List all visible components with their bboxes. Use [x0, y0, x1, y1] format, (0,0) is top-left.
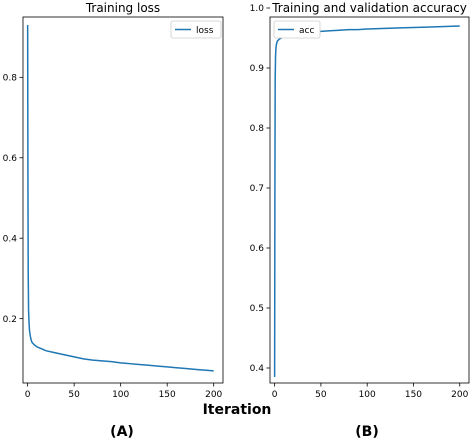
acc-chart-title: Training and validation accuracy [271, 1, 467, 15]
shared-x-axis-label: Iteration [202, 402, 272, 418]
acc-x-tick-label: 50 [315, 390, 327, 400]
loss-legend-box [170, 20, 222, 39]
panel-label-b: (B) [355, 424, 379, 440]
loss-x-tick-label: 200 [205, 390, 222, 400]
acc-y-tick-label: 1.0 [250, 4, 265, 14]
acc-x-tick-label: 200 [451, 390, 468, 400]
acc-y-tick-label: 0.6 [250, 244, 265, 254]
acc-x-tick-label: 100 [359, 390, 376, 400]
loss-series-line [26, 25, 214, 372]
acc-legend-label: acc [299, 26, 314, 36]
loss-plot-frame [22, 16, 224, 384]
loss-y-tick-label: 0.8 [3, 74, 18, 84]
acc-legend: acc [273, 20, 321, 39]
loss-y-tick-label: 0.6 [3, 154, 18, 164]
loss-y-tick-label: 0.2 [3, 315, 17, 325]
acc-x-tick-label: 150 [405, 390, 422, 400]
loss-x-tick-label: 150 [159, 390, 176, 400]
acc-y-tick-label: 0.5 [250, 304, 264, 314]
loss-y-tick-label: 0.4 [3, 234, 18, 244]
acc-plot-frame [269, 16, 470, 384]
loss-x-tick-label: 50 [68, 390, 80, 400]
acc-x-tick-label: 0 [272, 390, 278, 400]
panel-a-loss-chart: Training loss 0 50 100 150 200 0.2 0.4 0.6 0.8 los… [3, 1, 224, 400]
panel-label-a: (A) [110, 424, 134, 440]
acc-legend-box [273, 20, 321, 39]
loss-legend-label: loss [196, 26, 214, 36]
acc-y-tick-label: 0.8 [250, 124, 265, 134]
acc-series-line [273, 25, 460, 378]
acc-y-tick-label: 0.7 [250, 184, 264, 194]
loss-chart-title: Training loss [85, 1, 160, 15]
loss-x-tick-label: 0 [25, 390, 31, 400]
panel-b-accuracy-chart: Training and validation accuracy 0 50 100 15… [250, 1, 470, 400]
loss-legend: loss [170, 20, 222, 39]
loss-x-tick-label: 100 [112, 390, 129, 400]
acc-y-tick-label: 0.9 [250, 64, 265, 74]
acc-y-tick-label: 0.4 [250, 364, 265, 374]
